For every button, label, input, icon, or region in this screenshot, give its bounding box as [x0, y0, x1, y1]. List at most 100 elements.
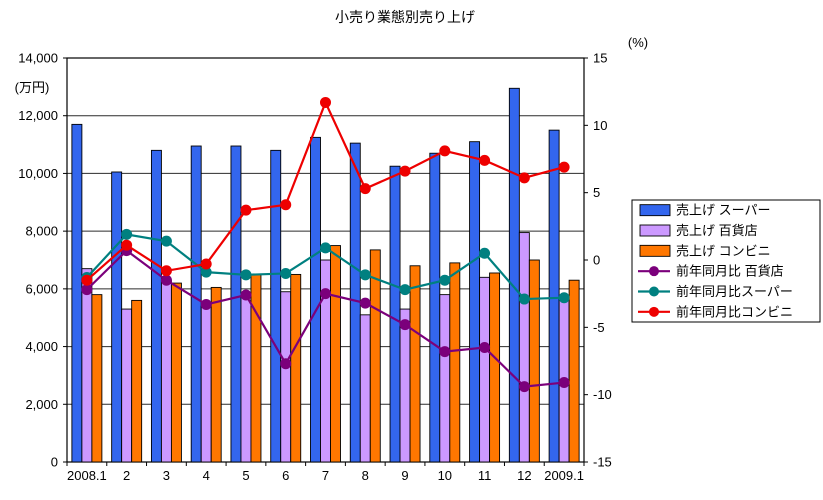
bar-売上げ コンビニ: [489, 272, 501, 463]
x-axis-tick-label: 6: [282, 468, 289, 483]
bar-売上げ 百貨店: [518, 232, 530, 463]
legend-label: 前年同月比コンビニ: [676, 304, 793, 319]
marker-前年同月比スーパー: [359, 269, 371, 281]
bar-売上げ スーパー: [111, 171, 123, 463]
marker-前年同月比コンビニ: [558, 161, 570, 173]
left-axis-tick-label: 10,000: [18, 166, 58, 181]
bar-売上げ コンビニ: [131, 299, 143, 463]
legend-item: 前年同月比 百貨店: [638, 264, 784, 279]
marker-前年同月比コンビニ: [200, 258, 212, 270]
bar-売上げ コンビニ: [409, 265, 421, 463]
right-axis-tick-label: 5: [593, 185, 600, 200]
bar-売上げ コンビニ: [290, 273, 302, 463]
left-axis-tick-label: 2,000: [25, 397, 58, 412]
chart-title: 小売り業態別売り上げ: [335, 9, 475, 25]
legend-swatch-売上げ コンビニ: [639, 244, 671, 257]
marker-前年同月比スーパー: [399, 284, 411, 296]
legend-label: 売上げ コンビニ: [676, 243, 771, 258]
marker-前年同月比コンビニ: [121, 239, 133, 251]
legend-label: 前年同月比スーパー: [676, 284, 793, 299]
bar-売上げ スーパー: [270, 149, 282, 463]
marker-前年同月比 百貨店: [200, 298, 212, 310]
marker-前年同月比コンビニ: [518, 172, 530, 184]
marker-前年同月比 百貨店: [280, 358, 292, 370]
marker-前年同月比コンビニ: [359, 183, 371, 195]
x-axis-tick-label: 5: [242, 468, 249, 483]
bar-売上げ コンビニ: [528, 259, 540, 463]
marker-前年同月比コンビニ: [399, 165, 411, 177]
bar-売上げ スーパー: [429, 152, 441, 463]
legend-label: 売上げ スーパー: [676, 203, 770, 218]
x-axis-tick-label: 12: [517, 468, 531, 483]
left-axis-tick-label: 0: [51, 455, 58, 470]
bar-売上げ スーパー: [389, 165, 401, 463]
marker-前年同月比コンビニ: [240, 204, 252, 216]
left-axis-tick-label: 14,000: [18, 51, 58, 66]
legend-marker-前年同月比コンビニ: [649, 306, 659, 317]
marker-前年同月比 百貨店: [320, 288, 331, 300]
left-axis-tick-label: 12,000: [18, 108, 58, 123]
right-axis-tick-label: -10: [593, 387, 612, 402]
legend-marker-前年同月比 百貨店: [649, 266, 659, 277]
bar-売上げ スーパー: [508, 87, 520, 463]
bar-売上げ コンビニ: [210, 286, 222, 463]
marker-前年同月比 百貨店: [160, 274, 172, 286]
x-axis-tick-label: 9: [401, 468, 408, 483]
legend-box: [631, 199, 821, 323]
legend-item: 前年同月比コンビニ: [638, 304, 793, 319]
marker-前年同月比スーパー: [121, 228, 133, 240]
marker-前年同月比スーパー: [160, 235, 172, 247]
marker-前年同月比スーパー: [240, 269, 252, 281]
marker-前年同月比 百貨店: [359, 297, 371, 309]
bar-売上げ スーパー: [548, 129, 560, 463]
marker-前年同月比コンビニ: [439, 145, 451, 157]
right-axis-tick-label: -5: [593, 320, 605, 335]
marker-前年同月比コンビニ: [280, 199, 292, 211]
x-axis-tick-label: 7: [322, 468, 329, 483]
bar-売上げ スーパー: [310, 136, 321, 463]
legend-swatch-売上げ スーパー: [639, 204, 671, 217]
bar-売上げ 百貨店: [200, 305, 212, 463]
right-axis-tick-label: 10: [593, 118, 607, 133]
marker-前年同月比スーパー: [479, 247, 491, 259]
bar-売上げ 百貨店: [160, 279, 172, 463]
marker-前年同月比スーパー: [518, 293, 530, 305]
marker-前年同月比スーパー: [320, 242, 331, 254]
marker-前年同月比コンビニ: [81, 274, 93, 286]
bar-売上げ 百貨店: [359, 314, 371, 463]
marker-前年同月比スーパー: [439, 274, 451, 286]
left-axis-tick-label: 8,000: [25, 224, 58, 239]
right-axis-tick-label: -15: [593, 455, 612, 470]
bar-売上げ スーパー: [469, 141, 481, 463]
bar-売上げ スーパー: [190, 145, 202, 463]
marker-前年同月比 百貨店: [399, 319, 411, 331]
marker-前年同月比 百貨店: [479, 342, 491, 354]
bar-売上げ コンビニ: [369, 249, 381, 463]
legend-item: 前年同月比スーパー: [638, 284, 793, 299]
marker-前年同月比コンビニ: [479, 154, 491, 166]
bar-売上げ 百貨店: [439, 294, 451, 463]
right-axis-unit: (%): [628, 35, 648, 50]
bar-売上げ コンビニ: [250, 273, 262, 463]
legend-label: 売上げ 百貨店: [676, 223, 758, 238]
marker-前年同月比コンビニ: [160, 265, 172, 277]
bar-売上げ 百貨店: [121, 308, 133, 463]
right-axis-tick-label: 15: [593, 51, 607, 66]
legend-marker-前年同月比スーパー: [649, 286, 659, 297]
legend-item: 売上げ 百貨店: [639, 223, 758, 238]
left-axis-tick-label: 4,000: [25, 339, 58, 354]
legend-item: 売上げ コンビニ: [639, 243, 771, 258]
legend-item: 売上げ スーパー: [639, 203, 770, 218]
x-axis-tick-label: 11: [478, 468, 492, 483]
bar-売上げ スーパー: [150, 149, 162, 463]
legend-swatch-売上げ 百貨店: [639, 224, 671, 237]
marker-前年同月比 百貨店: [518, 381, 530, 393]
plot-area: 0 2,000 4,000 6,000 8,000 10,000 12,000 14,000 -…: [18, 51, 612, 484]
bar-売上げ 百貨店: [399, 308, 411, 463]
marker-前年同月比 百貨店: [81, 284, 93, 296]
bar-売上げ スーパー: [230, 145, 242, 463]
bar-売上げ コンビニ: [330, 245, 341, 463]
